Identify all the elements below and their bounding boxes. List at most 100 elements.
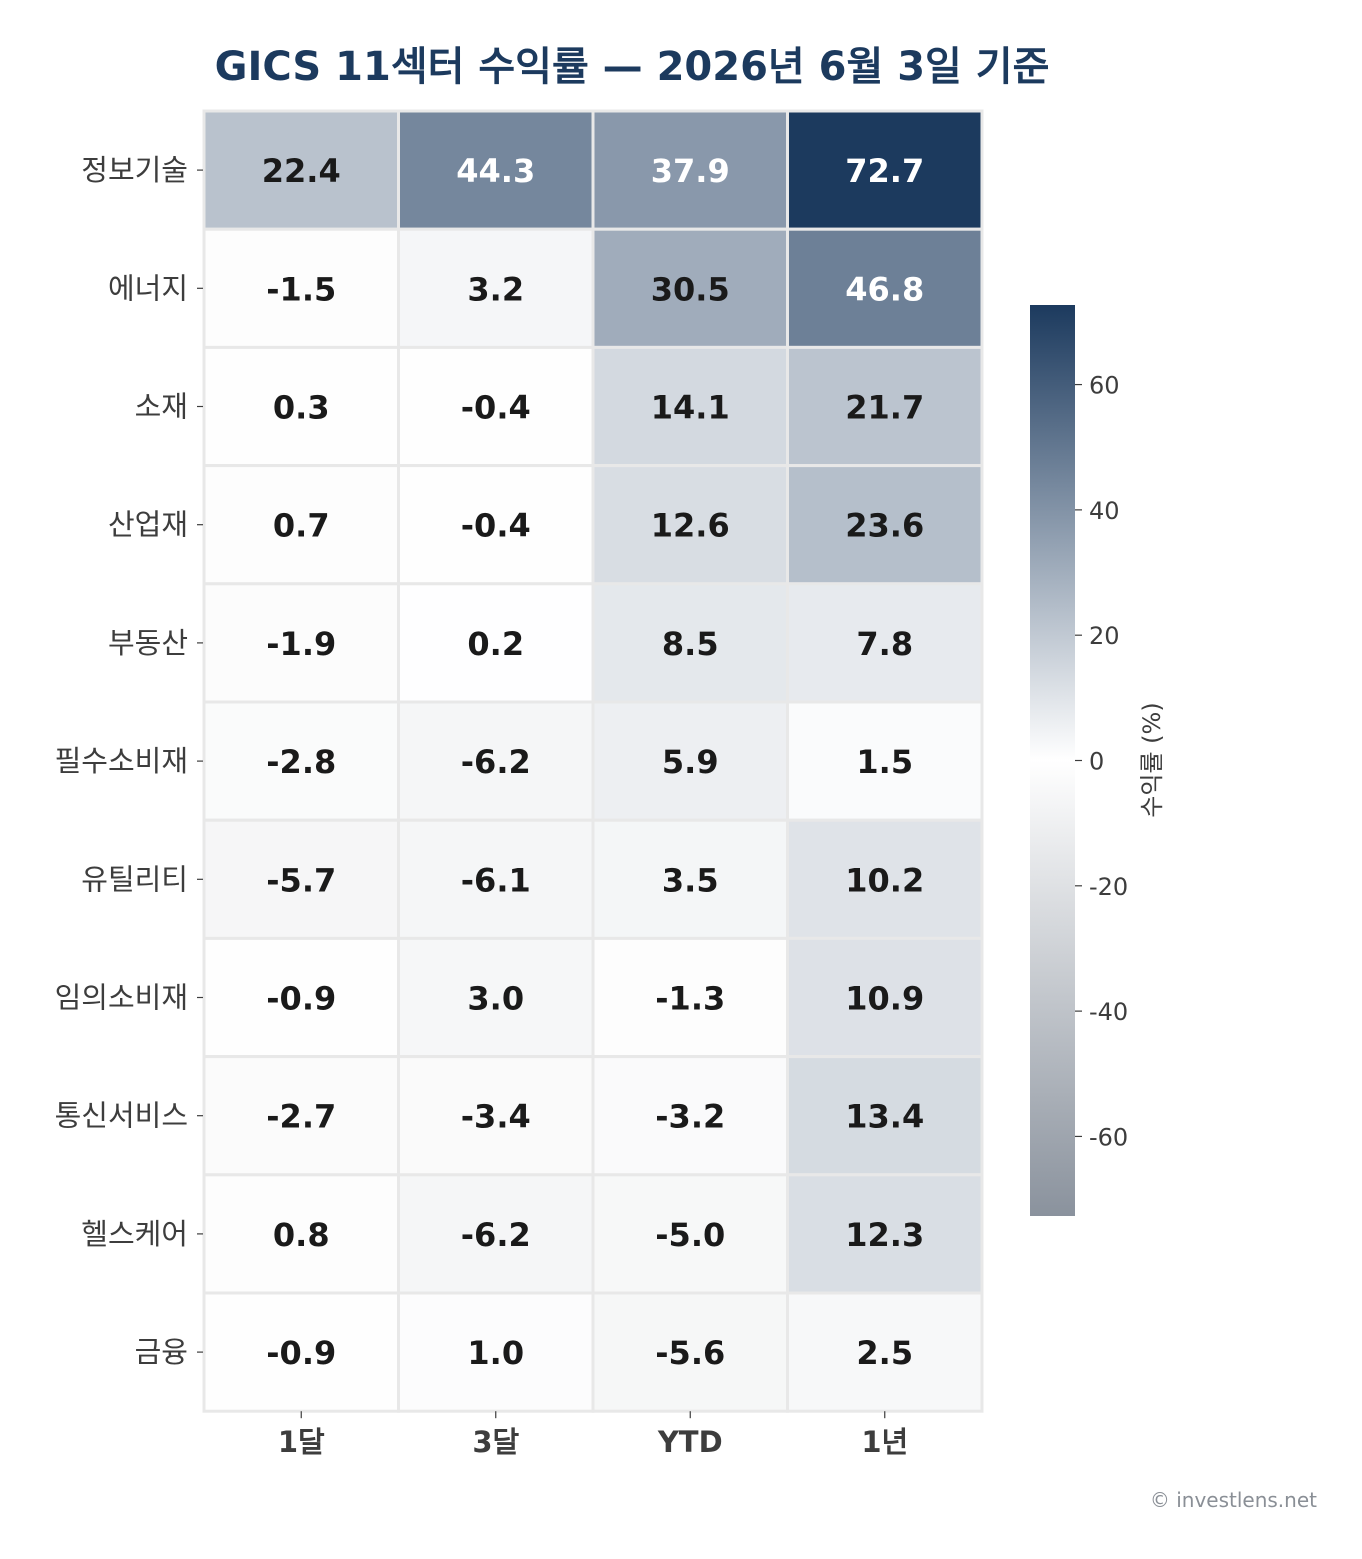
cell-value-label: 14.1 <box>651 389 730 427</box>
heatmap-cell <box>202 936 400 1059</box>
cell-value-label: 30.5 <box>651 270 730 308</box>
cell-value-label: 0.2 <box>467 625 524 663</box>
cell-value-label: -2.8 <box>266 743 336 781</box>
cell-value-label: -5.0 <box>655 1216 725 1254</box>
heatmap-border <box>203 110 983 1412</box>
cell-value-label: 1.0 <box>467 1334 524 1372</box>
heatmap-cell <box>397 345 595 468</box>
cell-value-label: 3.2 <box>467 270 524 308</box>
heatmap-cell <box>397 464 595 586</box>
heatmap-cells: 22.4 44.3 37.9 72.7 -1.5 3.2 30.5 46.8 0.3 -0.4 14… <box>202 109 984 1413</box>
cell-value-label: -6.2 <box>461 1216 531 1254</box>
colorbar-tick-label: -40 <box>1089 998 1128 1026</box>
colorbar-gradient <box>1030 305 1075 1216</box>
cell-value-label: 0.7 <box>273 507 330 545</box>
cell-value-label: -6.2 <box>461 743 531 781</box>
cell-value-label: 12.3 <box>845 1216 924 1254</box>
cell-value-label: 0.3 <box>273 389 330 427</box>
colorbar: 수익률 (%) 60 40 20 0 -20 -40 -60 <box>1030 305 1166 1216</box>
colorbar-tick-label: -20 <box>1089 873 1128 901</box>
colorbar-tick-label: -60 <box>1089 1123 1128 1151</box>
column-label: 1년 <box>861 1425 908 1459</box>
cell-value-label: 12.6 <box>651 507 730 545</box>
cell-value-label: 3.0 <box>467 980 524 1018</box>
heatmap-cell <box>786 227 984 349</box>
heatmap-cell <box>202 1173 400 1295</box>
cell-value-label: 37.9 <box>651 152 730 190</box>
heatmap-cell <box>786 818 984 940</box>
footer-credit: © investlens.net <box>1149 1488 1317 1512</box>
column-label: 3달 <box>472 1425 519 1459</box>
cell-value-label: -6.1 <box>461 861 531 899</box>
cell-value-label: 72.7 <box>845 152 924 190</box>
heatmap-cell <box>591 936 789 1059</box>
colorbar-tick-label: 20 <box>1089 622 1120 650</box>
colorbar-label: 수익률 (%) <box>1138 702 1166 817</box>
row-label: 금융 <box>135 1335 188 1369</box>
heatmap-cell <box>591 700 789 822</box>
cell-value-label: 5.9 <box>662 743 719 781</box>
cell-value-label: 44.3 <box>456 152 535 190</box>
row-label: 산업재 <box>108 508 188 542</box>
cell-value-label: 23.6 <box>845 507 924 545</box>
heatmap-cell <box>202 700 400 822</box>
heatmap-cell <box>591 818 789 940</box>
heatmap-cell <box>786 582 984 704</box>
cell-value-label: -0.4 <box>461 389 531 427</box>
row-label: 헬스케어 <box>81 1217 188 1251</box>
row-label: 임의소비재 <box>55 981 188 1015</box>
colorbar-tick-label: 40 <box>1089 497 1120 525</box>
colorbar-tick-label: 0 <box>1089 748 1104 776</box>
cell-value-label: -5.7 <box>266 861 336 899</box>
cell-value-label: -1.5 <box>266 270 336 308</box>
cell-value-label: 3.5 <box>662 861 719 899</box>
cell-value-label: 10.2 <box>845 861 924 899</box>
colorbar-tick-label: 60 <box>1089 372 1120 400</box>
cell-value-label: -3.2 <box>655 1098 725 1136</box>
column-label: YTD <box>657 1425 723 1459</box>
heatmap-cell <box>786 1173 984 1295</box>
column-labels: 1달 3달 YTD 1년 <box>278 1411 908 1459</box>
cell-value-label: 7.8 <box>856 625 913 663</box>
cell-value-label: 21.7 <box>845 389 924 427</box>
cell-value-label: -3.4 <box>461 1098 531 1136</box>
cell-value-label: -2.7 <box>266 1098 336 1136</box>
cell-value-label: -1.9 <box>266 625 336 663</box>
heatmap-cell <box>786 1055 984 1177</box>
heatmap-cell <box>591 1173 789 1295</box>
heatmap-cell <box>397 582 595 704</box>
row-label: 통신서비스 <box>55 1099 188 1133</box>
row-label: 에너지 <box>108 271 188 305</box>
chart-title: GICS 11섹터 수익률 — 2026년 6월 3일 기준 <box>215 44 1050 90</box>
cell-value-label: -0.9 <box>266 980 336 1018</box>
cell-value-label: -5.6 <box>655 1334 725 1372</box>
row-label: 유틸리티 <box>81 862 188 896</box>
row-label: 정보기술 <box>81 153 188 187</box>
cell-value-label: 46.8 <box>845 270 924 308</box>
cell-value-label: 2.5 <box>856 1334 913 1372</box>
column-label: 1달 <box>278 1425 325 1459</box>
cell-value-label: 22.4 <box>262 152 341 190</box>
cell-value-label: 13.4 <box>845 1098 924 1136</box>
cell-value-label: 0.8 <box>273 1216 330 1254</box>
cell-value-label: -0.4 <box>461 507 531 545</box>
row-label: 소재 <box>135 390 188 424</box>
heatmap-cell <box>397 227 595 349</box>
cell-value-label: -1.3 <box>655 980 725 1018</box>
heatmap-cell <box>202 109 400 231</box>
cell-value-label: 1.5 <box>856 743 913 781</box>
cell-value-label: 8.5 <box>662 625 719 663</box>
heatmap-cell <box>397 1291 595 1413</box>
cell-value-label: 10.9 <box>845 980 924 1018</box>
row-label: 필수소비재 <box>55 744 188 778</box>
heatmap-cell <box>397 700 595 822</box>
heatmap-cell <box>397 109 595 231</box>
heatmap-cell <box>786 345 984 468</box>
row-label: 부동산 <box>108 626 188 660</box>
heatmap-cell <box>786 464 984 586</box>
heatmap-cell <box>591 582 789 704</box>
heatmap-cell <box>591 1291 789 1413</box>
cell-value-label: -0.9 <box>266 1334 336 1372</box>
